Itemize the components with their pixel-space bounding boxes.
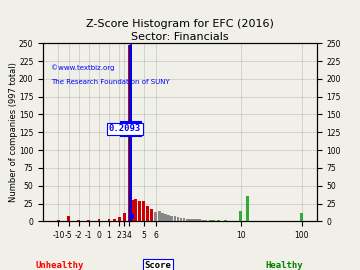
Y-axis label: Number of companies (997 total): Number of companies (997 total): [9, 62, 18, 202]
Text: The Research Foundation of SUNY: The Research Foundation of SUNY: [51, 79, 170, 85]
Bar: [224, 220, 227, 221]
Text: ©www.textbiz.org: ©www.textbiz.org: [51, 65, 115, 71]
Bar: [198, 219, 201, 221]
Bar: [67, 216, 70, 221]
Bar: [217, 220, 220, 221]
Bar: [138, 201, 141, 221]
Bar: [118, 217, 121, 221]
Bar: [98, 219, 100, 221]
Bar: [247, 197, 249, 221]
Bar: [161, 213, 164, 221]
Bar: [212, 220, 215, 221]
Text: Score: Score: [145, 261, 172, 270]
Bar: [209, 220, 212, 221]
Bar: [87, 220, 90, 221]
Bar: [176, 217, 179, 221]
Bar: [158, 211, 161, 221]
Bar: [174, 217, 176, 221]
Bar: [130, 45, 132, 221]
Bar: [186, 218, 189, 221]
Bar: [180, 218, 183, 221]
Bar: [189, 218, 192, 221]
Text: Healthy: Healthy: [265, 261, 303, 270]
Bar: [142, 201, 145, 221]
Bar: [201, 220, 204, 221]
Bar: [123, 213, 126, 221]
Bar: [165, 214, 167, 221]
Bar: [150, 209, 153, 221]
Bar: [108, 219, 111, 221]
Bar: [154, 212, 157, 221]
Text: Unhealthy: Unhealthy: [35, 261, 84, 270]
Bar: [57, 220, 60, 221]
Bar: [146, 206, 149, 221]
Bar: [131, 200, 134, 221]
Bar: [192, 219, 195, 221]
Bar: [300, 213, 303, 221]
Bar: [195, 219, 198, 221]
Bar: [77, 220, 80, 221]
Bar: [183, 218, 185, 221]
Title: Z-Score Histogram for EFC (2016)
Sector: Financials: Z-Score Histogram for EFC (2016) Sector:…: [86, 19, 274, 42]
Bar: [134, 199, 137, 221]
Bar: [171, 216, 173, 221]
Bar: [204, 220, 207, 221]
Text: 0.2093: 0.2093: [109, 124, 141, 133]
Bar: [113, 218, 116, 221]
Bar: [167, 215, 170, 221]
Bar: [128, 45, 131, 221]
Bar: [239, 211, 242, 221]
